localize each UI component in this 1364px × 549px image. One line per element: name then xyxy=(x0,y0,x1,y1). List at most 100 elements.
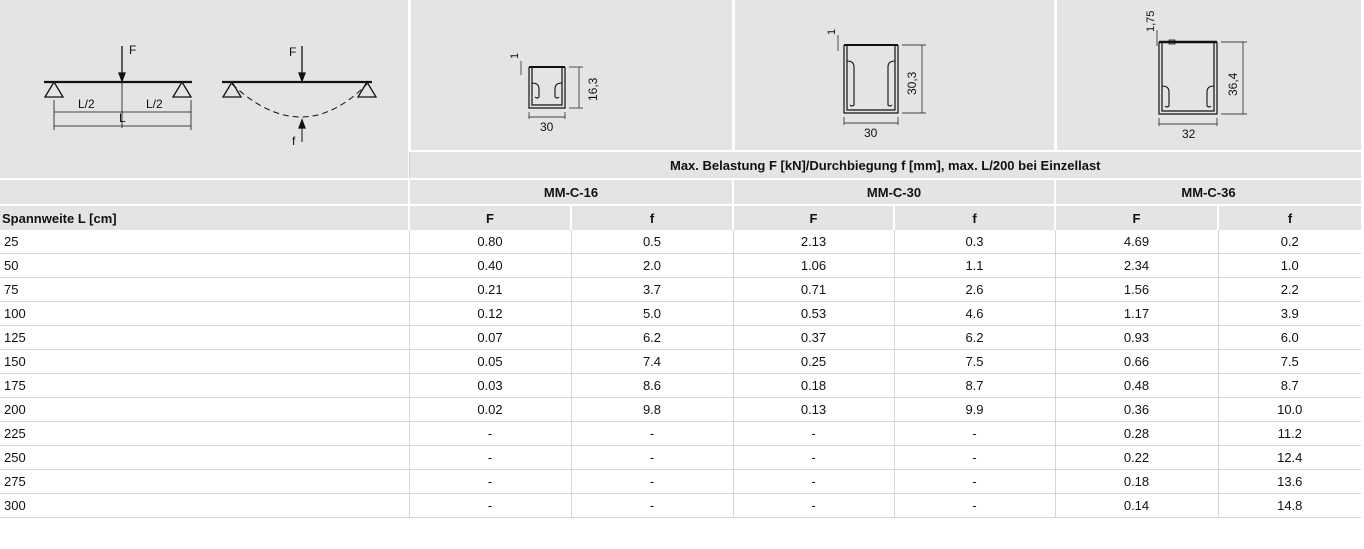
load-cell: - xyxy=(408,421,571,446)
deflection-cell: 2.0 xyxy=(570,253,733,278)
deflection-cell: - xyxy=(893,469,1055,494)
span-cell: 275 xyxy=(0,469,409,494)
span-cell: 100 xyxy=(0,301,409,326)
load-cell: 0.13 xyxy=(732,397,894,422)
load-table: F L/2 L/2 L F xyxy=(0,0,1361,518)
load-cell: 1.06 xyxy=(732,253,894,278)
table-row: 75 0.21 3.7 0.71 2.6 1.56 2.2 xyxy=(0,277,1361,302)
deflection-cell: 1.0 xyxy=(1217,253,1361,278)
deflection-cell: 13.6 xyxy=(1217,469,1361,494)
deflection-cell: 11.2 xyxy=(1217,421,1361,446)
load-cell: 0.18 xyxy=(1054,469,1218,494)
profile-drawing-mm-c-30: 30 30,3 1 xyxy=(731,0,1055,151)
half-span-right-label: L/2 xyxy=(146,97,163,111)
profile-drawing-mm-c-36: 32 36,4 1,75 xyxy=(1053,0,1361,151)
span-cell: 50 xyxy=(0,253,409,278)
profile-thickness-36: 1,75 xyxy=(1145,11,1157,32)
empty-corner xyxy=(0,178,409,205)
deflection-cell: - xyxy=(570,445,733,470)
load-cell: 0.22 xyxy=(1054,445,1218,470)
load-cell: 0.37 xyxy=(732,325,894,350)
profile-drawing-mm-c-16: 30 16,3 1 xyxy=(407,0,733,151)
load-cell: - xyxy=(732,493,894,518)
deflection-cell: 0.2 xyxy=(1217,230,1361,254)
load-cell: 0.36 xyxy=(1054,397,1218,422)
load-cell: 0.71 xyxy=(732,277,894,302)
span-cell: 200 xyxy=(0,397,409,422)
profile-height-16: 16,3 xyxy=(586,77,600,101)
profile-name-mm-c-16: MM-C-16 xyxy=(408,178,733,205)
load-cell: 0.40 xyxy=(408,253,571,278)
span-cell: 250 xyxy=(0,445,409,470)
deflection-cell: - xyxy=(570,493,733,518)
load-cell: - xyxy=(408,469,571,494)
load-cell: 4.69 xyxy=(1054,230,1218,254)
deflection-cell: 10.0 xyxy=(1217,397,1361,422)
span-cell: 300 xyxy=(0,493,409,518)
profile-name-mm-c-36: MM-C-36 xyxy=(1054,178,1361,205)
group-header: Max. Belastung F [kN]/Durchbiegung f [mm… xyxy=(409,150,1361,179)
deflection-cell: 0.5 xyxy=(570,230,733,254)
load-cell: 0.03 xyxy=(408,373,571,398)
deflection-cell: 6.2 xyxy=(570,325,733,350)
deflection-cell: - xyxy=(893,421,1055,446)
span-cell: 125 xyxy=(0,325,409,350)
col-header-F: F xyxy=(732,204,894,230)
span-cell: 75 xyxy=(0,277,409,302)
profile-width-36: 32 xyxy=(1182,127,1196,141)
deflection-cell: 7.4 xyxy=(570,349,733,374)
table-row: 200 0.02 9.8 0.13 9.9 0.36 10.0 xyxy=(0,397,1361,422)
load-cell: 2.34 xyxy=(1054,253,1218,278)
load-cell: 0.05 xyxy=(408,349,571,374)
table-row: 225- - - -0.28 11.2 xyxy=(0,421,1361,446)
table-row: 175 0.03 8.6 0.18 8.7 0.48 8.7 xyxy=(0,373,1361,398)
deflection-label: f xyxy=(292,134,296,148)
load-cell: 0.66 xyxy=(1054,349,1218,374)
load-cell: 0.18 xyxy=(732,373,894,398)
deflection-cell: 9.9 xyxy=(893,397,1055,422)
load-cell: 0.80 xyxy=(408,230,571,254)
table-row: 25 0.80 0.5 2.13 0.3 4.69 0.2 xyxy=(0,230,1361,254)
table-row: 100 0.12 5.0 0.53 4.6 1.17 3.9 xyxy=(0,301,1361,326)
span-header: Spannweite L [cm] xyxy=(0,204,409,230)
profile-svg-16: 30 16,3 1 xyxy=(509,53,600,134)
deflection-cell: 5.0 xyxy=(570,301,733,326)
load-cell: 0.12 xyxy=(408,301,571,326)
col-header-F: F xyxy=(1054,204,1218,230)
profile-thickness-30: 1 xyxy=(826,29,838,35)
deflection-cell: 4.6 xyxy=(893,301,1055,326)
deflection-cell: - xyxy=(893,493,1055,518)
span-cell: 25 xyxy=(0,230,409,254)
deflection-cell: 3.9 xyxy=(1217,301,1361,326)
load-label: F xyxy=(129,43,136,57)
col-header-f: f xyxy=(893,204,1055,230)
deflection-cell: 9.8 xyxy=(570,397,733,422)
load-cell: - xyxy=(732,421,894,446)
load-cell: 0.93 xyxy=(1054,325,1218,350)
col-header-F: F xyxy=(408,204,571,230)
deflection-cell: 2.6 xyxy=(893,277,1055,302)
deflection-cell: 8.6 xyxy=(570,373,733,398)
deflection-cell: - xyxy=(893,445,1055,470)
deflection-load-label: F xyxy=(289,45,296,59)
load-cell: - xyxy=(732,469,894,494)
load-cell: 0.07 xyxy=(408,325,571,350)
load-cell: 0.53 xyxy=(732,301,894,326)
profile-height-36: 36,4 xyxy=(1226,72,1240,96)
point-load-beam xyxy=(43,46,192,130)
load-cell: 0.14 xyxy=(1054,493,1218,518)
profile-thickness-16: 1 xyxy=(509,53,521,59)
deflection-cell: 12.4 xyxy=(1217,445,1361,470)
load-cell: 0.02 xyxy=(408,397,571,422)
table-row: 150 0.05 7.4 0.25 7.5 0.66 7.5 xyxy=(0,349,1361,374)
load-cell: 2.13 xyxy=(732,230,894,254)
load-case-diagram: F L/2 L/2 L F xyxy=(0,0,410,179)
deflection-cell: - xyxy=(570,421,733,446)
deflection-cell: 1.1 xyxy=(893,253,1055,278)
profile-width-30: 30 xyxy=(864,126,878,140)
deflection-cell: 6.2 xyxy=(893,325,1055,350)
deflection-cell: - xyxy=(570,469,733,494)
profile-svg-36: 32 36,4 1,75 xyxy=(1145,11,1247,141)
load-cell: - xyxy=(408,493,571,518)
span-cell: 175 xyxy=(0,373,409,398)
